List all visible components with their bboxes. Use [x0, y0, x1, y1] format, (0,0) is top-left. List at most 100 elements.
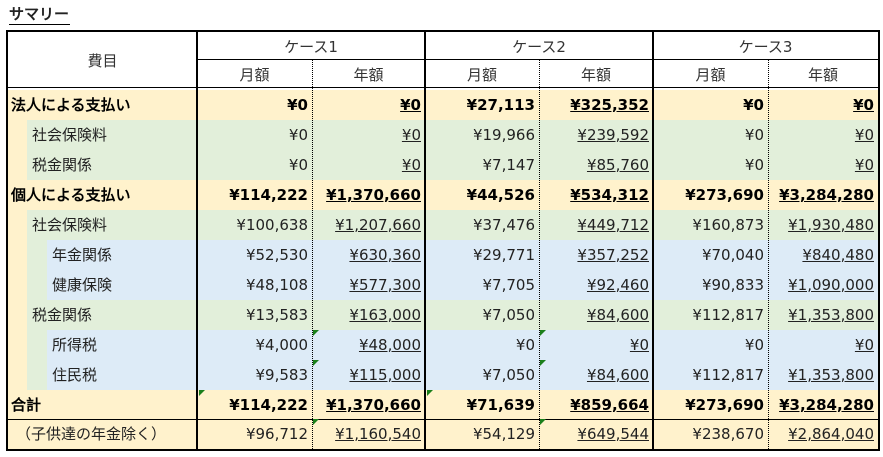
monthly-value-case-2[interactable]: ¥7,050: [425, 360, 539, 390]
monthly-value-case-1[interactable]: ¥96,712: [197, 419, 312, 449]
yearly-value-case-3[interactable]: ¥0: [768, 90, 878, 120]
yearly-value-case-3[interactable]: ¥1,353,800: [768, 300, 878, 330]
yearly-value-case-1[interactable]: ¥577,300: [312, 270, 425, 300]
monthly-value-case-1[interactable]: ¥4,000: [197, 330, 312, 360]
monthly-value-case-3[interactable]: ¥160,873: [653, 210, 768, 240]
monthly-value-case-1[interactable]: ¥114,222: [197, 180, 312, 210]
monthly-value-case-2[interactable]: ¥29,771: [425, 240, 539, 270]
row-bg: [47, 270, 878, 300]
yearly-value-case-2[interactable]: ¥534,312: [539, 180, 653, 210]
yearly-value-case-2[interactable]: ¥84,600: [539, 300, 653, 330]
yearly-value-case-1[interactable]: ¥0: [312, 90, 425, 120]
comment-indicator-icon[interactable]: [427, 390, 433, 396]
monthly-value-case-1[interactable]: ¥52,530: [197, 240, 312, 270]
value-text: ¥92,460: [586, 276, 649, 294]
yearly-value-case-2[interactable]: ¥92,460: [539, 270, 653, 300]
yearly-value-case-1[interactable]: ¥48,000: [312, 330, 425, 360]
monthly-value-case-1[interactable]: ¥100,638: [197, 210, 312, 240]
yearly-value-case-3[interactable]: ¥0: [768, 330, 878, 360]
monthly-value-case-3[interactable]: ¥90,833: [653, 270, 768, 300]
yearly-value-case-1[interactable]: ¥1,370,660: [312, 180, 425, 210]
monthly-value-case-2[interactable]: ¥19,966: [425, 120, 539, 150]
value-text: ¥273,690: [685, 186, 764, 204]
monthly-value-case-2[interactable]: ¥7,705: [425, 270, 539, 300]
table-row: 税金関係 ¥13,583 ¥163,000 ¥7,050 ¥84,600 ¥112,817…: [8, 300, 878, 330]
yearly-value-case-1[interactable]: ¥0: [312, 150, 425, 180]
monthly-value-case-2[interactable]: ¥71,639: [425, 390, 539, 420]
monthly-value-case-3[interactable]: ¥112,817: [653, 360, 768, 390]
yearly-value-case-2[interactable]: ¥449,712: [539, 210, 653, 240]
monthly-value-case-3[interactable]: ¥0: [653, 330, 768, 360]
monthly-value-case-2[interactable]: ¥0: [425, 330, 539, 360]
yearly-value-case-3[interactable]: ¥2,864,040: [768, 419, 878, 449]
comment-indicator-icon[interactable]: [313, 419, 319, 425]
monthly-value-case-3[interactable]: ¥112,817: [653, 300, 768, 330]
monthly-value-case-1[interactable]: ¥48,108: [197, 270, 312, 300]
yearly-value-case-3[interactable]: ¥1,353,800: [768, 360, 878, 390]
comment-indicator-icon[interactable]: [540, 330, 546, 336]
monthly-value-case-1[interactable]: ¥114,222: [197, 390, 312, 420]
monthly-value-case-3[interactable]: ¥0: [653, 150, 768, 180]
yearly-value-case-3[interactable]: ¥1,090,000: [768, 270, 878, 300]
row-bg: [47, 330, 878, 360]
monthly-value-case-3[interactable]: ¥0: [653, 120, 768, 150]
value-text: ¥1,930,480: [788, 216, 874, 234]
monthly-value-case-2[interactable]: ¥54,129: [425, 419, 539, 449]
monthly-value-case-2[interactable]: ¥7,050: [425, 300, 539, 330]
yearly-value-case-3[interactable]: ¥3,284,280: [768, 390, 878, 420]
yearly-value-case-2[interactable]: ¥84,600: [539, 360, 653, 390]
comment-indicator-icon[interactable]: [540, 360, 546, 366]
yearly-value-case-1[interactable]: ¥1,160,540: [312, 419, 425, 449]
monthly-value-case-3[interactable]: ¥273,690: [653, 180, 768, 210]
monthly-value-case-1[interactable]: ¥0: [197, 120, 312, 150]
yearly-value-case-3[interactable]: ¥1,930,480: [768, 210, 878, 240]
yearly-value-case-2[interactable]: ¥0: [539, 330, 653, 360]
monthly-value-case-1[interactable]: ¥9,583: [197, 360, 312, 390]
header-case-1: ケース1: [284, 37, 338, 56]
yearly-value-case-2[interactable]: ¥357,252: [539, 240, 653, 270]
monthly-value-case-2[interactable]: ¥37,476: [425, 210, 539, 240]
monthly-value-case-2[interactable]: ¥27,113: [425, 90, 539, 120]
monthly-value-case-3[interactable]: ¥70,040: [653, 240, 768, 270]
value-text: ¥0: [287, 96, 308, 114]
monthly-value-case-3[interactable]: ¥273,690: [653, 390, 768, 420]
comment-indicator-icon[interactable]: [199, 390, 205, 396]
yearly-value-case-1[interactable]: ¥1,207,660: [312, 210, 425, 240]
value-text: ¥0: [288, 156, 308, 174]
yearly-value-case-1[interactable]: ¥630,360: [312, 240, 425, 270]
comment-indicator-icon[interactable]: [540, 419, 546, 425]
monthly-value-case-3[interactable]: ¥0: [653, 90, 768, 120]
header-divider: [197, 59, 878, 60]
yearly-value-case-3[interactable]: ¥840,480: [768, 240, 878, 270]
yearly-value-case-2[interactable]: ¥85,760: [539, 150, 653, 180]
comment-indicator-icon[interactable]: [313, 330, 319, 336]
yearly-value-case-1[interactable]: ¥0: [312, 120, 425, 150]
value-text: ¥115,000: [349, 366, 421, 384]
yearly-value-case-2[interactable]: ¥649,544: [539, 419, 653, 449]
yearly-value-case-3[interactable]: ¥0: [768, 120, 878, 150]
monthly-value-case-1[interactable]: ¥0: [197, 150, 312, 180]
monthly-value-case-3[interactable]: ¥238,670: [653, 419, 768, 449]
yearly-value-case-2[interactable]: ¥859,664: [539, 390, 653, 420]
yearly-value-case-3[interactable]: ¥0: [768, 150, 878, 180]
monthly-value-case-1[interactable]: ¥13,583: [197, 300, 312, 330]
yearly-value-case-1[interactable]: ¥115,000: [312, 360, 425, 390]
row-bg: [27, 150, 878, 180]
table-row: （子供達の年金除く） ¥96,712 ¥1,160,540 ¥54,129 ¥649,5…: [8, 419, 878, 449]
value-text: ¥163,000: [349, 306, 421, 324]
value-text: ¥71,639: [466, 396, 535, 414]
header-yearly-1: 年額: [353, 65, 384, 84]
yearly-value-case-2[interactable]: ¥325,352: [539, 90, 653, 120]
yearly-value-case-3[interactable]: ¥3,284,280: [768, 180, 878, 210]
comment-indicator-icon[interactable]: [313, 360, 319, 366]
value-text: ¥114,222: [229, 186, 308, 204]
yearly-value-case-1[interactable]: ¥1,370,660: [312, 390, 425, 420]
value-text: ¥0: [854, 126, 874, 144]
monthly-value-case-2[interactable]: ¥7,147: [425, 150, 539, 180]
yearly-value-case-2[interactable]: ¥239,592: [539, 120, 653, 150]
monthly-value-case-2[interactable]: ¥44,526: [425, 180, 539, 210]
row-bg: [47, 360, 878, 390]
yearly-value-case-1[interactable]: ¥163,000: [312, 300, 425, 330]
monthly-value-case-1[interactable]: ¥0: [197, 90, 312, 120]
value-text: ¥3,284,280: [779, 396, 874, 414]
